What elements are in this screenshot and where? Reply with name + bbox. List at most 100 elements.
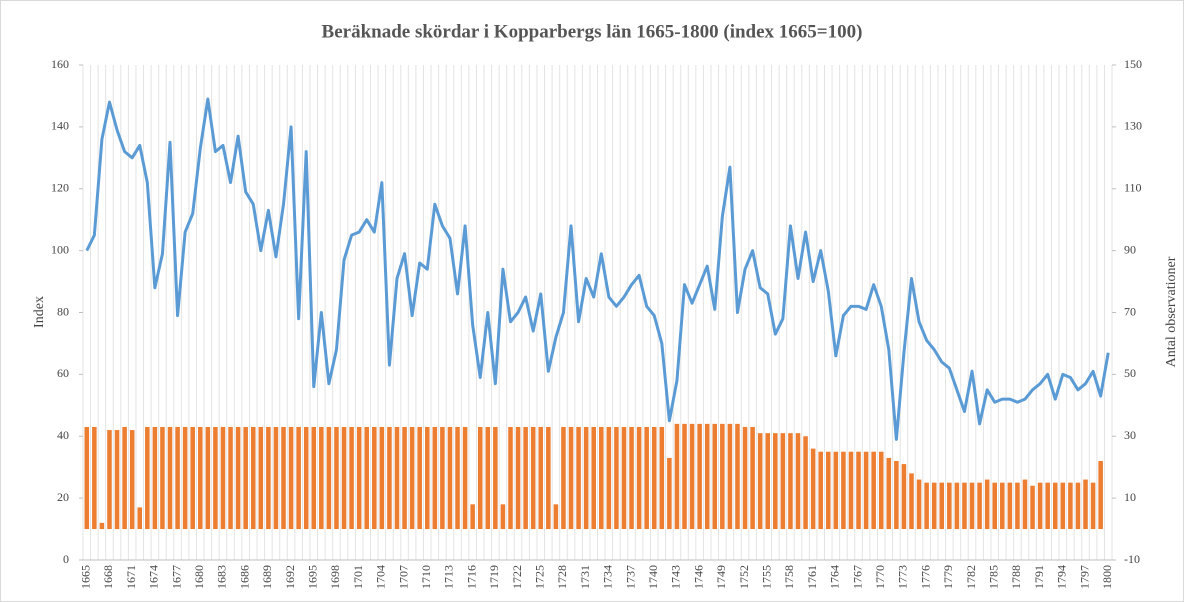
- y-tick-label: 120: [51, 181, 69, 195]
- bar: [1037, 482, 1043, 530]
- bar: [326, 426, 332, 530]
- bar: [152, 426, 158, 530]
- bar: [1052, 482, 1058, 530]
- bar: [432, 426, 438, 530]
- bar: [530, 426, 536, 530]
- y2-tick-label: 130: [1124, 119, 1142, 133]
- bar: [810, 448, 816, 530]
- x-tick-label: 1719: [487, 565, 501, 589]
- bar: [848, 451, 854, 530]
- x-tick-label: 1731: [578, 565, 592, 589]
- x-tick-label: 1716: [464, 565, 478, 589]
- bar: [228, 426, 233, 530]
- x-tick-label: 1680: [192, 565, 206, 589]
- x-tick-label: 1737: [623, 565, 637, 589]
- x-tick-label: 1695: [306, 565, 320, 589]
- y-tick-label: 100: [51, 242, 69, 256]
- bar: [1060, 482, 1066, 530]
- x-tick-label: 1794: [1055, 565, 1069, 589]
- x-tick-label: 1668: [101, 565, 115, 589]
- y-tick-label: 140: [51, 119, 69, 133]
- bar: [576, 426, 581, 530]
- bar: [886, 457, 892, 530]
- bar: [765, 433, 771, 530]
- bar: [470, 504, 475, 530]
- bar: [122, 426, 127, 530]
- bar: [644, 426, 649, 530]
- bar: [674, 423, 680, 530]
- bar: [1000, 482, 1005, 530]
- bar: [909, 473, 914, 530]
- bar: [145, 426, 150, 530]
- bar: [402, 426, 407, 530]
- bar: [947, 482, 952, 530]
- bar: [599, 426, 604, 530]
- bar: [387, 426, 392, 530]
- bar: [508, 426, 513, 530]
- bar: [621, 426, 627, 530]
- bar: [213, 426, 218, 530]
- bar: [735, 423, 740, 530]
- x-tick-label: 1701: [351, 565, 365, 589]
- bar: [727, 423, 733, 530]
- bar: [205, 426, 211, 530]
- bar: [901, 464, 907, 530]
- bar: [591, 426, 596, 530]
- y2-tick-label: -10: [1124, 552, 1140, 566]
- bar: [349, 426, 354, 530]
- bar: [1030, 485, 1035, 530]
- bar: [856, 451, 861, 530]
- bar: [1068, 482, 1073, 530]
- bar: [409, 426, 415, 530]
- bar: [455, 426, 460, 530]
- bar: [742, 426, 748, 530]
- bar: [568, 426, 574, 530]
- x-tick-label: 1746: [691, 565, 705, 589]
- y-tick-label: 20: [57, 490, 69, 504]
- y-axis-title: Index: [32, 296, 47, 328]
- bar: [1007, 482, 1013, 530]
- bar: [220, 426, 226, 530]
- x-tick-label: 1767: [850, 565, 864, 589]
- x-tick-label: 1764: [828, 565, 842, 589]
- bar: [477, 426, 483, 530]
- x-tick-label: 1710: [419, 565, 433, 589]
- bar: [485, 426, 491, 530]
- bar: [296, 426, 301, 530]
- bar: [1098, 461, 1103, 530]
- bar: [160, 426, 165, 530]
- x-tick-label: 1758: [782, 565, 796, 589]
- bar: [712, 423, 718, 530]
- x-tick-label: 1761: [805, 565, 819, 589]
- y-tick-label: 60: [57, 366, 69, 380]
- bar: [84, 426, 90, 530]
- bar: [99, 522, 105, 530]
- y2-tick-label: 70: [1124, 304, 1136, 318]
- chart-title: Beräknade skördar i Kopparbergs län 1665…: [322, 21, 863, 42]
- bar: [651, 426, 657, 530]
- bar: [561, 426, 566, 530]
- bar: [825, 451, 831, 530]
- bar: [833, 451, 839, 530]
- bar: [175, 426, 180, 530]
- bar: [750, 426, 755, 530]
- bar: [969, 482, 975, 530]
- x-tick-label: 1743: [669, 565, 683, 589]
- bar: [417, 426, 422, 530]
- bar: [114, 430, 120, 530]
- x-tick-label: 1755: [759, 565, 773, 589]
- x-tick-label: 1797: [1077, 565, 1091, 589]
- bar: [92, 426, 97, 530]
- bar: [1022, 479, 1028, 530]
- bar: [795, 433, 801, 530]
- x-tick-label: 1788: [1009, 565, 1023, 589]
- y2-tick-label: 10: [1124, 490, 1136, 504]
- bar: [167, 426, 173, 530]
- x-tick-label: 1782: [964, 565, 978, 589]
- bar: [303, 426, 309, 530]
- bar: [788, 433, 793, 530]
- x-tick-label: 1776: [918, 565, 932, 589]
- bar: [894, 461, 899, 530]
- bar: [606, 426, 612, 530]
- x-tick-label: 1665: [79, 565, 93, 589]
